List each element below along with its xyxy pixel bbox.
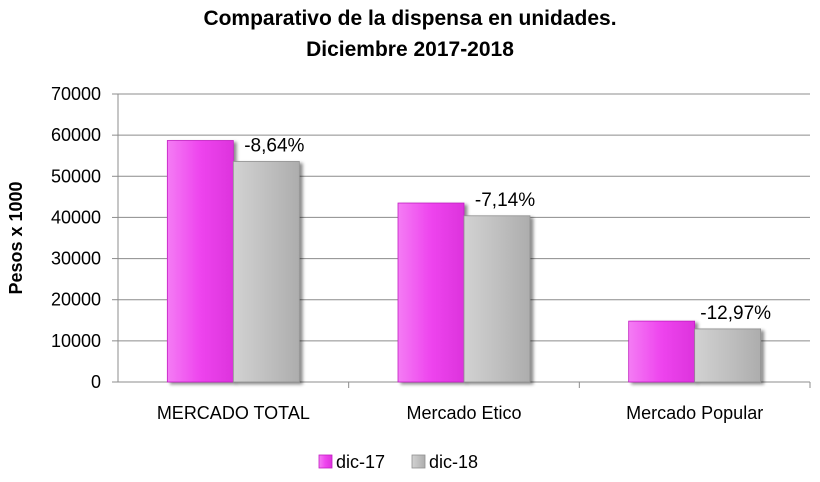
y-tick-label: 60000	[51, 125, 101, 145]
y-tick-label: 50000	[51, 166, 101, 186]
change-annotation: -7,14%	[475, 190, 535, 211]
y-tick-label: 70000	[51, 84, 101, 104]
legend-swatch-dic-18	[411, 454, 426, 469]
chart-title: Comparativo de la dispensa en unidades.	[203, 7, 616, 30]
bar-dic-17-0	[166, 140, 234, 383]
legend-swatch-dic-17	[318, 454, 333, 469]
y-tick-label: 40000	[51, 207, 101, 227]
y-tick-label: 20000	[51, 290, 101, 310]
bar-dic-18-1	[463, 215, 531, 383]
legend-label: dic-17	[336, 452, 385, 472]
y-tick-label: 10000	[51, 331, 101, 351]
y-tick-label: 0	[91, 372, 101, 392]
bar-dic-17-2	[628, 320, 696, 383]
y-axis-label: Pesos x 1000	[6, 181, 26, 294]
x-category-label: Mercado Etico	[406, 403, 521, 423]
change-annotation: -8,64%	[244, 135, 304, 156]
x-category-label: MERCADO TOTAL	[157, 403, 310, 423]
bar-dic-18-2	[694, 328, 762, 383]
x-category-label: Mercado Popular	[626, 403, 763, 423]
legend-label: dic-18	[429, 452, 478, 472]
bar-dic-18-0	[232, 161, 300, 383]
change-annotation: -12,97%	[700, 303, 771, 324]
chart-title: Diciembre 2017-2018	[306, 38, 514, 61]
bar-dic-17-1	[397, 202, 465, 383]
y-tick-label: 30000	[51, 249, 101, 269]
